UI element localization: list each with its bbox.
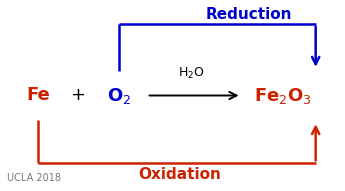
Text: Fe$_2$O$_3$: Fe$_2$O$_3$ (254, 86, 312, 105)
Text: UCLA 2018: UCLA 2018 (7, 173, 61, 183)
Text: H$_2$O: H$_2$O (178, 66, 205, 81)
Text: Fe: Fe (26, 87, 50, 104)
Text: Oxidation: Oxidation (138, 167, 221, 182)
Text: +: + (70, 87, 85, 104)
Text: O$_2$: O$_2$ (107, 86, 131, 105)
Text: Reduction: Reduction (205, 7, 292, 22)
